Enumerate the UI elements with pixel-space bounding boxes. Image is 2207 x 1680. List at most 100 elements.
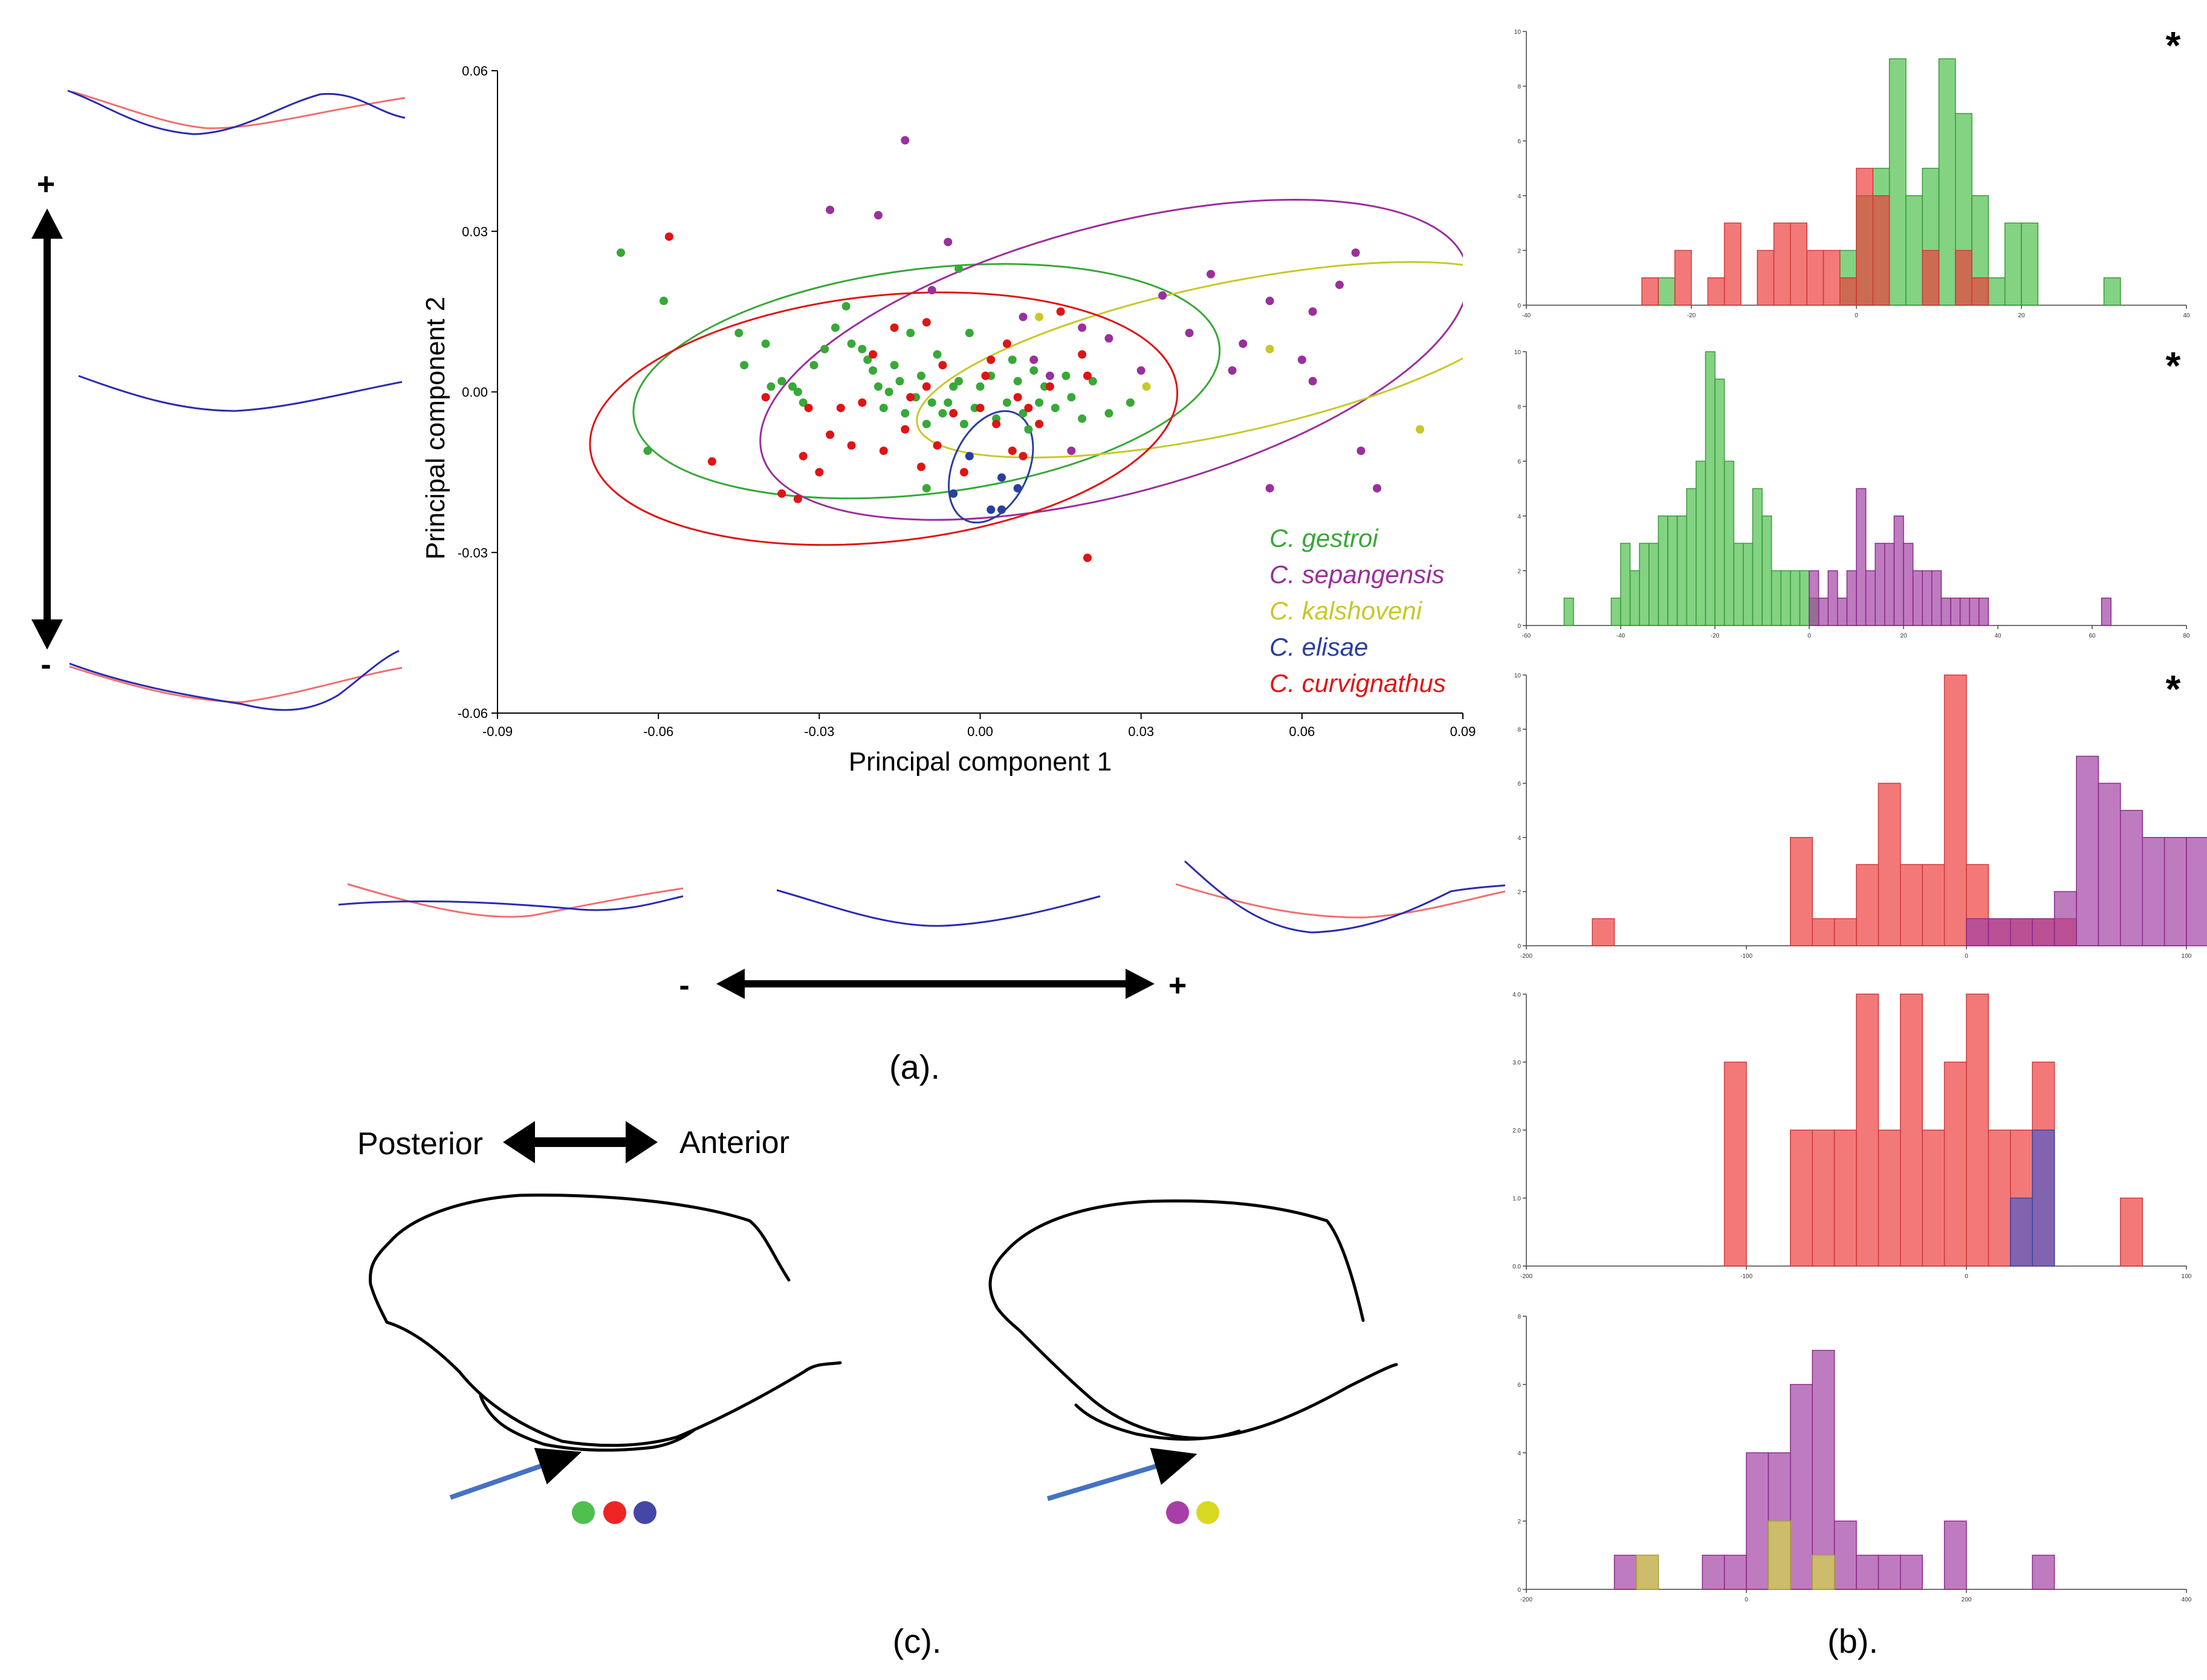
data-point-curvignathus xyxy=(777,489,786,498)
data-point-curvignathus xyxy=(815,468,824,477)
data-point-curvignathus xyxy=(1002,339,1011,348)
data-point-elisae xyxy=(987,505,996,514)
histogram-bar-gestroi xyxy=(1780,570,1791,626)
histogram-bar-curvignathus xyxy=(1790,1129,1813,1267)
data-point-curvignathus xyxy=(1078,350,1087,359)
histogram-bar-gestroi xyxy=(1696,460,1706,626)
y-tick-label: 0 xyxy=(1517,303,1521,309)
data-point-sepangensis xyxy=(901,136,910,145)
data-point-gestroi xyxy=(1002,398,1011,407)
histogram-bar-kalshoveni xyxy=(1812,1554,1835,1590)
histogram-bar-sepangensis xyxy=(1812,1349,1835,1590)
histogram-bar-gestroi xyxy=(2004,222,2022,306)
legend-entry-sepangensis: C. sepangensis xyxy=(1269,560,1445,589)
y-tick-label: 0.00 xyxy=(462,385,488,400)
pc1-minus-label: - xyxy=(679,968,689,1003)
y-tick-label: 2.0 xyxy=(1512,1128,1521,1134)
histogram-bar-curvignathus xyxy=(1856,864,1879,946)
histogram-bar-curvignathus xyxy=(2120,1197,2143,1267)
data-point-curvignathus xyxy=(804,404,813,413)
data-point-sepangensis xyxy=(1136,366,1146,375)
data-point-gestroi xyxy=(831,323,840,332)
data-point-gestroi xyxy=(965,329,974,338)
y-tick-label: 3.0 xyxy=(1512,1060,1521,1067)
histogram-bar-curvignathus xyxy=(1878,1129,1901,1267)
pc1-positive-shape-blue xyxy=(1184,860,1506,934)
dot-curvignathus xyxy=(603,1501,626,1524)
x-tick-label: 20 xyxy=(2018,312,2025,319)
x-tick-label: -100 xyxy=(1740,953,1752,960)
data-point-gestroi xyxy=(949,382,958,391)
data-point-curvignathus xyxy=(1035,419,1044,428)
histogram-bar-gestroi xyxy=(2021,222,2039,306)
histogram-bar-curvignathus xyxy=(1812,918,1835,946)
data-point-curvignathus xyxy=(1013,393,1022,402)
x-tick-label: -20 xyxy=(1711,633,1720,639)
y-tick-label: 6 xyxy=(1517,781,1521,787)
data-point-curvignathus xyxy=(976,404,985,413)
pc2-direction-arrow: + - xyxy=(31,167,63,682)
legend-entry-kalshoveni: C. kalshoveni xyxy=(1269,596,1423,625)
data-point-elisae xyxy=(997,473,1006,482)
data-point-curvignathus xyxy=(981,371,990,380)
histogram-bar-gestroi xyxy=(1610,597,1621,626)
x-tick-label: -100 xyxy=(1740,1273,1752,1280)
pc1-negative-shape-red xyxy=(347,883,684,918)
x-tick-label: -20 xyxy=(1687,312,1696,319)
histogram-bar-gestroi xyxy=(1988,277,2006,306)
x-tick-label: -0.06 xyxy=(643,724,673,739)
x-tick-label: -40 xyxy=(1616,633,1625,639)
data-point-sepangensis xyxy=(927,286,936,295)
histogram-bar-sepangensis xyxy=(1723,1554,1747,1590)
x-tick-label: 80 xyxy=(2183,633,2190,639)
histogram-bar-sepangensis xyxy=(1846,570,1857,626)
histogram-bar-curvignathus xyxy=(1900,993,1923,1267)
data-point-sepangensis xyxy=(1308,376,1317,386)
legend-entry-gestroi: C. gestroi xyxy=(1269,524,1379,552)
histogram-bar-sepangensis xyxy=(1884,543,1895,626)
data-point-curvignathus xyxy=(922,318,931,327)
dot-gestroi xyxy=(572,1501,595,1524)
data-point-gestroi xyxy=(933,350,942,359)
data-point-curvignathus xyxy=(799,451,808,460)
confidence-ellipse-kalshoveni xyxy=(916,261,1463,459)
pc1-shape-outlines xyxy=(338,860,1506,934)
histogram-bar-sepangensis xyxy=(1790,1384,1813,1590)
histogram-bar-sepangensis xyxy=(1959,597,1970,626)
histogram-bar-sepangensis xyxy=(1878,1554,1901,1590)
data-point-curvignathus xyxy=(949,409,958,418)
histogram-bar-curvignathus xyxy=(1823,250,1841,306)
data-point-curvignathus xyxy=(869,350,878,359)
data-point-curvignathus xyxy=(916,462,925,471)
x-tick-label: 40 xyxy=(2183,312,2190,319)
pc2-negative-shape-blue xyxy=(69,650,400,711)
data-point-gestroi xyxy=(976,382,985,391)
histogram-bar-sepangensis xyxy=(1865,570,1876,626)
histogram-bar-curvignathus xyxy=(1674,250,1692,306)
histogram-bar-sepangensis xyxy=(1988,918,2011,946)
data-point-curvignathus xyxy=(847,441,856,450)
data-point-kalshoveni xyxy=(1035,312,1044,321)
posterior-anterior-arrow: Posterior Anterior xyxy=(357,1121,789,1163)
histogram-bar-sepangensis xyxy=(1969,597,1980,626)
histogram-bar-curvignathus xyxy=(1723,222,1742,306)
histogram-bar-sepangensis xyxy=(2142,837,2165,946)
x-tick-label: 0 xyxy=(1855,312,1858,319)
data-point-gestroi xyxy=(959,419,968,428)
histogram-bar-sepangensis xyxy=(1931,570,1942,626)
y-tick-label: 10 xyxy=(1514,29,1522,36)
x-tick-label: 0 xyxy=(1807,633,1811,639)
dot-kalshoveni xyxy=(1196,1501,1219,1524)
x-tick-label: 0.09 xyxy=(1450,724,1476,739)
histogram-bar-sepangensis xyxy=(1912,570,1923,626)
y-tick-label: 10 xyxy=(1514,673,1522,679)
histogram-bar-sepangensis xyxy=(2053,891,2077,946)
species-dots xyxy=(572,1501,1219,1524)
histogram-bar-gestroi xyxy=(1761,515,1772,626)
data-point-gestroi xyxy=(766,382,776,391)
histogram-bar-gestroi xyxy=(1629,570,1640,626)
histogram-bar-gestroi xyxy=(1686,488,1697,626)
pointer-arrows xyxy=(449,1447,1197,1501)
data-point-gestroi xyxy=(922,483,931,493)
data-point-elisae xyxy=(997,505,1006,514)
